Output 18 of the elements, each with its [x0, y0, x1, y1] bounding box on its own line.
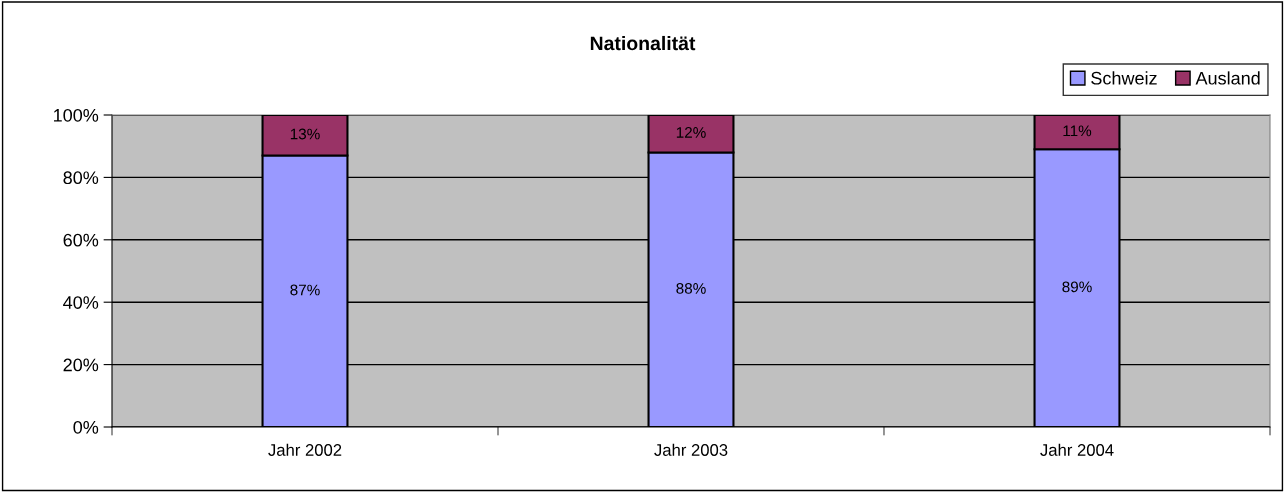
data-label: 88% — [676, 283, 706, 294]
legend-label: Schweiz — [1091, 71, 1157, 85]
y-tick-label: 20% — [63, 358, 99, 372]
x-tick-label: Jahr 2003 — [654, 443, 728, 456]
data-label: 87% — [290, 284, 320, 296]
x-tick-label: Jahr 2002 — [268, 443, 342, 456]
y-tick-label: 40% — [63, 296, 99, 309]
data-label: 13% — [290, 128, 320, 140]
y-tick-label: 100% — [54, 108, 99, 122]
x-tick-label: Jahr 2004 — [1040, 443, 1114, 456]
data-label: 12% — [676, 127, 706, 138]
chart-title: Nationalität — [590, 35, 696, 51]
y-tick-label: 60% — [63, 233, 99, 247]
y-tick-label: 80% — [63, 171, 99, 185]
y-tick-label: 0% — [73, 420, 99, 434]
data-label: 11% — [1063, 125, 1092, 137]
data-label: 89% — [1062, 281, 1092, 293]
legend-label: Ausland — [1195, 71, 1260, 85]
